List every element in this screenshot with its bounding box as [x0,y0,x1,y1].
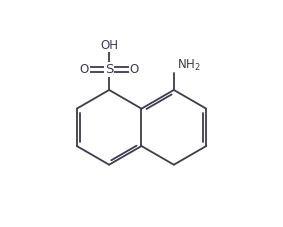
Text: O: O [129,63,139,76]
Text: O: O [80,63,89,76]
Text: S: S [105,63,113,76]
Text: OH: OH [100,39,118,52]
Text: NH$_2$: NH$_2$ [177,57,201,73]
